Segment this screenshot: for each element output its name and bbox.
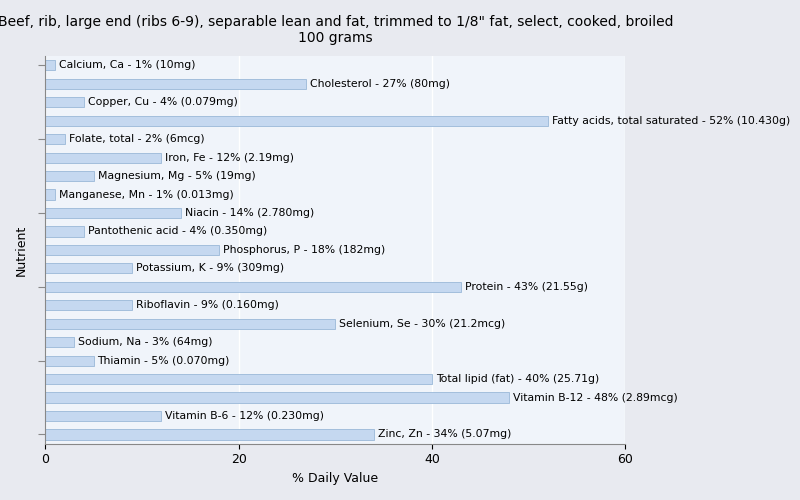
Title: Beef, rib, large end (ribs 6-9), separable lean and fat, trimmed to 1/8" fat, se: Beef, rib, large end (ribs 6-9), separab… [0, 15, 673, 45]
Bar [46, 411, 162, 421]
Text: Fatty acids, total saturated - 52% (10.430g): Fatty acids, total saturated - 52% (10.4… [552, 116, 790, 126]
Text: Vitamin B-6 - 12% (0.230mg): Vitamin B-6 - 12% (0.230mg) [166, 411, 324, 421]
Bar [46, 208, 181, 218]
Text: Riboflavin - 9% (0.160mg): Riboflavin - 9% (0.160mg) [136, 300, 279, 310]
Text: Potassium, K - 9% (309mg): Potassium, K - 9% (309mg) [136, 264, 284, 274]
Bar [46, 152, 162, 162]
Bar [46, 60, 55, 70]
Bar [46, 374, 432, 384]
Bar [46, 226, 84, 236]
Text: Phosphorus, P - 18% (182mg): Phosphorus, P - 18% (182mg) [223, 245, 386, 255]
Text: Vitamin B-12 - 48% (2.89mcg): Vitamin B-12 - 48% (2.89mcg) [513, 392, 678, 402]
Text: Iron, Fe - 12% (2.19mg): Iron, Fe - 12% (2.19mg) [166, 152, 294, 162]
Bar [46, 282, 461, 292]
Text: Sodium, Na - 3% (64mg): Sodium, Na - 3% (64mg) [78, 337, 213, 347]
Bar [46, 134, 65, 144]
Text: Selenium, Se - 30% (21.2mcg): Selenium, Se - 30% (21.2mcg) [339, 318, 506, 328]
Bar [46, 392, 510, 402]
Text: Niacin - 14% (2.780mg): Niacin - 14% (2.780mg) [185, 208, 314, 218]
Bar [46, 97, 84, 108]
Bar [46, 245, 219, 255]
Text: Manganese, Mn - 1% (0.013mg): Manganese, Mn - 1% (0.013mg) [59, 190, 234, 200]
Text: Zinc, Zn - 34% (5.07mg): Zinc, Zn - 34% (5.07mg) [378, 430, 511, 440]
Text: Magnesium, Mg - 5% (19mg): Magnesium, Mg - 5% (19mg) [98, 171, 255, 181]
Bar [46, 78, 306, 89]
Text: Cholesterol - 27% (80mg): Cholesterol - 27% (80mg) [310, 79, 450, 89]
Bar [46, 300, 132, 310]
Bar [46, 356, 94, 366]
Bar [46, 264, 132, 274]
Bar [46, 430, 374, 440]
Y-axis label: Nutrient: Nutrient [15, 224, 28, 276]
Text: Copper, Cu - 4% (0.079mg): Copper, Cu - 4% (0.079mg) [88, 97, 238, 107]
Bar [46, 171, 94, 181]
Text: Total lipid (fat) - 40% (25.71g): Total lipid (fat) - 40% (25.71g) [436, 374, 599, 384]
X-axis label: % Daily Value: % Daily Value [292, 472, 378, 485]
Bar [46, 337, 74, 347]
Bar [46, 116, 548, 126]
Text: Calcium, Ca - 1% (10mg): Calcium, Ca - 1% (10mg) [59, 60, 195, 70]
Text: Folate, total - 2% (6mcg): Folate, total - 2% (6mcg) [69, 134, 204, 144]
Bar [46, 190, 55, 200]
Bar [46, 318, 335, 329]
Text: Pantothenic acid - 4% (0.350mg): Pantothenic acid - 4% (0.350mg) [88, 226, 267, 236]
Text: Protein - 43% (21.55g): Protein - 43% (21.55g) [465, 282, 588, 292]
Text: Thiamin - 5% (0.070mg): Thiamin - 5% (0.070mg) [98, 356, 230, 366]
